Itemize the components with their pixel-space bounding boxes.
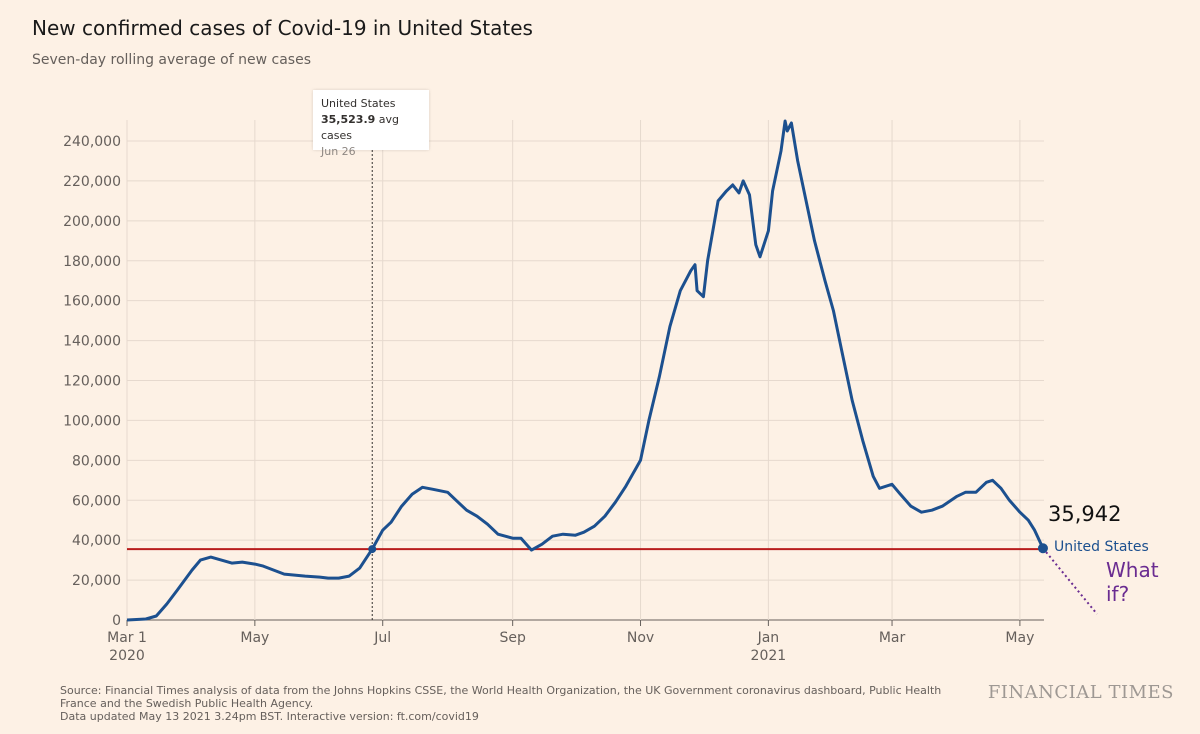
tooltip-value: 35,523.9 — [321, 113, 376, 126]
tooltip-country: United States — [321, 97, 396, 110]
tooltip: United States 35,523.9 avg cases Jun 26 — [313, 90, 429, 158]
y-tick-label: 180,000 — [63, 254, 121, 270]
x-tick-label: May — [1005, 630, 1034, 646]
x-tick-label: Mar 1 — [107, 630, 147, 646]
x-tick-label: Jul — [373, 630, 391, 646]
tooltip-date: Jun 26 — [321, 145, 356, 158]
y-tick-label: 60,000 — [72, 493, 121, 509]
y-tick-label: 40,000 — [72, 533, 121, 549]
x-tick-label: Sep — [499, 630, 526, 646]
tooltip-unit: avg cases — [321, 113, 400, 142]
x-tick-label: Mar — [879, 630, 906, 646]
y-tick-label: 240,000 — [63, 134, 121, 150]
y-tick-label: 100,000 — [63, 413, 121, 429]
y-tick-label: 220,000 — [63, 174, 121, 190]
x-tick-label: Jan — [757, 630, 780, 646]
last-value-label: 35,942 — [1048, 502, 1121, 526]
what-if-projection — [1042, 547, 1098, 615]
updated-text: Data updated May 13 2021 3.24pm BST. Int… — [60, 710, 479, 723]
series-label: United States — [1054, 539, 1149, 555]
last-point — [1037, 543, 1048, 554]
chart-subtitle: Seven-day rolling average of new cases — [32, 52, 311, 68]
source-text: Source: Financial Times analysis of data… — [60, 684, 942, 710]
what-if-label: if? — [1106, 582, 1129, 606]
y-tick-label: 0 — [112, 613, 121, 629]
what-if-label: What — [1106, 558, 1159, 582]
y-tick-label: 80,000 — [72, 453, 121, 469]
ft-logo: FINANCIAL TIMES — [987, 682, 1174, 703]
y-tick-label: 200,000 — [63, 214, 121, 230]
footer-source: Source: Financial Times analysis of data… — [60, 684, 960, 723]
chart-title: New confirmed cases of Covid-19 in Unite… — [32, 16, 533, 40]
y-tick-label: 120,000 — [63, 374, 121, 390]
highlight-point — [368, 545, 377, 554]
x-tick-year: 2021 — [751, 648, 787, 664]
y-tick-label: 20,000 — [72, 573, 121, 589]
y-tick-label: 160,000 — [63, 294, 121, 310]
series-line-united-states — [126, 119, 1045, 622]
x-tick-year: 2020 — [109, 648, 145, 664]
y-tick-label: 140,000 — [63, 334, 121, 350]
x-tick-label: Nov — [627, 630, 654, 646]
x-tick-label: May — [240, 630, 269, 646]
